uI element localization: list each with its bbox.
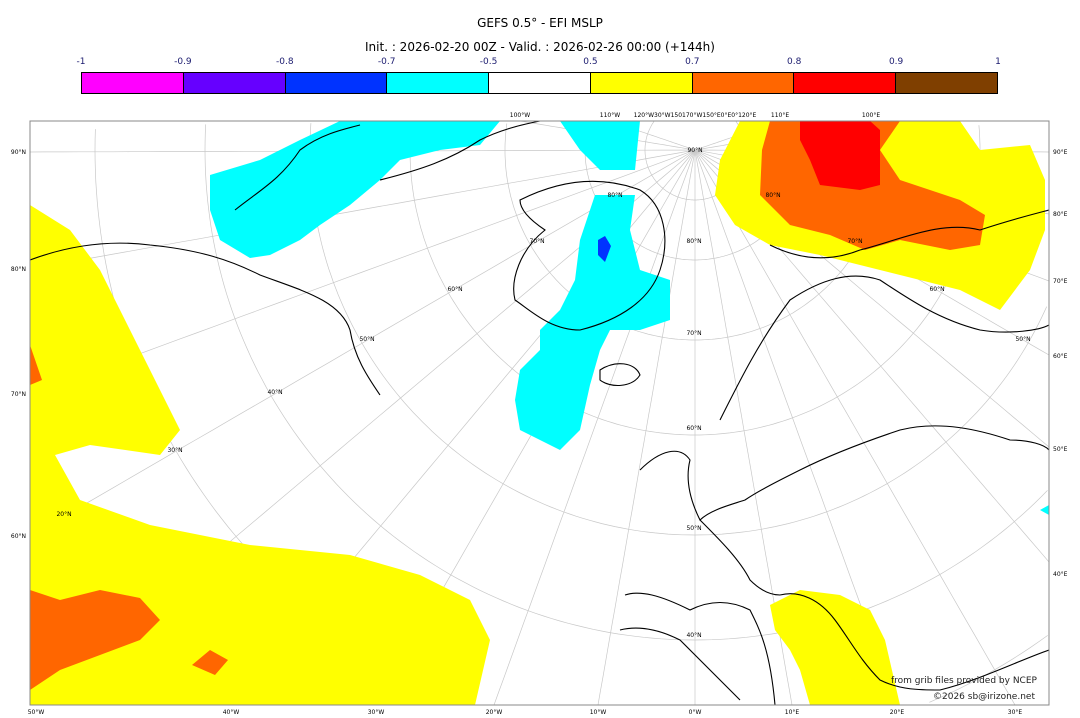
grid-label: 70°N bbox=[686, 330, 701, 337]
colorbar-swatch bbox=[692, 73, 795, 93]
copyright-credit: ©2026 sb@irizone.net bbox=[933, 692, 1035, 702]
colorbar-swatch bbox=[590, 73, 693, 93]
grid-label: 40°N bbox=[686, 632, 701, 639]
grid-label: 50°N bbox=[686, 525, 701, 532]
grid-label: 20°N bbox=[56, 511, 71, 518]
colorbar-tick-label: -0.9 bbox=[174, 57, 192, 67]
colorbar-swatch bbox=[387, 73, 490, 93]
axis-label-right: 50°E bbox=[1053, 446, 1068, 453]
colorbar bbox=[81, 72, 998, 94]
meridian-line bbox=[30, 149, 696, 537]
grid-label: 30°N bbox=[167, 447, 182, 454]
axis-label-bottom: 30°W bbox=[368, 709, 385, 716]
latitude-circle bbox=[929, 635, 1048, 703]
axis-label-top: 110°E bbox=[771, 112, 789, 119]
meridian-line bbox=[694, 149, 1016, 705]
latitude-circle bbox=[409, 125, 981, 436]
latitude-circle bbox=[309, 123, 1048, 536]
efi-shading bbox=[30, 121, 1049, 705]
colorbar-swatch bbox=[489, 73, 591, 93]
efi-cyan-greenland-iceland bbox=[515, 195, 670, 450]
axis-label-bottom: 20°W bbox=[486, 709, 503, 716]
axis-label-bottom: 50°W bbox=[28, 709, 45, 716]
colorbar-tick-label: 0.8 bbox=[787, 57, 802, 67]
efi-orange-small bbox=[192, 650, 228, 675]
colorbar-tick-label: 0.7 bbox=[685, 57, 700, 67]
axis-label-left: 90°N bbox=[11, 149, 26, 156]
efi-yellow-west bbox=[30, 205, 490, 705]
grid-label: 80°N bbox=[765, 192, 780, 199]
grid-label: 70°N bbox=[847, 238, 862, 245]
axis-label-right: 40°E bbox=[1053, 571, 1068, 578]
map-title: GEFS 0.5° - EFI MSLP bbox=[477, 16, 603, 30]
coastlines bbox=[30, 121, 1049, 705]
axis-label-left: 70°N bbox=[11, 391, 26, 398]
axis-label-right: 80°E bbox=[1053, 211, 1068, 218]
axis-label-right: 60°E bbox=[1053, 353, 1068, 360]
axis-label-bottom: 30°E bbox=[1008, 709, 1023, 716]
colorbar-swatch bbox=[896, 73, 998, 93]
efi-orange-atlantic bbox=[30, 590, 160, 690]
axis-label-bottom: 10°E bbox=[785, 709, 800, 716]
colorbar-tick-label: -1 bbox=[76, 57, 86, 67]
axis-label-bottom: 20°E bbox=[890, 709, 905, 716]
efi-red-siberia bbox=[800, 121, 880, 190]
axis-label-top: 120°W30°W150170°W150°E0°E0°120°E bbox=[634, 112, 757, 119]
efi-orange-west-edge bbox=[30, 345, 42, 385]
colorbar-tick-label: 0.9 bbox=[888, 57, 904, 67]
axis-label-left: 80°N bbox=[11, 266, 26, 273]
colorbar-swatch bbox=[183, 73, 286, 93]
efi-cyan-north bbox=[560, 121, 640, 170]
grid-label: 50°N bbox=[359, 336, 374, 343]
axis-label-bottom: 0°W bbox=[689, 709, 702, 716]
axis-label-bottom: 40°W bbox=[223, 709, 240, 716]
map-frame bbox=[29, 120, 1050, 706]
colorbar-tick-label: -0.7 bbox=[377, 57, 396, 67]
efi-cyan-east-edge bbox=[1040, 505, 1049, 515]
grid-label: 80°N bbox=[686, 238, 701, 245]
map-subtitle: Init. : 2026-02-20 00Z - Valid. : 2026-0… bbox=[365, 40, 715, 54]
grid-label: 50°N bbox=[1015, 336, 1030, 343]
colorbar-swatch bbox=[82, 73, 184, 93]
colorbar-swatch bbox=[285, 73, 388, 93]
grid-label: 40°N bbox=[267, 389, 282, 396]
efi-yellow-italy bbox=[770, 590, 900, 705]
axis-label-right: 90°E bbox=[1053, 149, 1068, 156]
axis-label-top: 100°W bbox=[510, 112, 530, 119]
meridian-line bbox=[493, 149, 696, 705]
axis-label-top: 100°E bbox=[862, 112, 880, 119]
latitude-circle bbox=[978, 125, 981, 150]
meridian-line bbox=[597, 149, 696, 705]
grid-label: 60°N bbox=[447, 286, 462, 293]
axis-label-left: 60°N bbox=[11, 533, 26, 540]
efi-blue-patch bbox=[598, 236, 611, 262]
axis-label-top: 110°W bbox=[600, 112, 620, 119]
colorbar-tick-label: 0.5 bbox=[583, 57, 598, 67]
source-credit: from grib files provided by NCEP bbox=[891, 676, 1037, 686]
axis-label-bottom: 10°W bbox=[590, 709, 607, 716]
grid-label: 60°N bbox=[929, 286, 944, 293]
colorbar-swatch bbox=[794, 73, 897, 93]
grid-label: 90°N bbox=[687, 147, 702, 154]
axis-label-right: 70°E bbox=[1053, 278, 1068, 285]
grid-label: 70°N bbox=[529, 238, 544, 245]
colorbar-tick-label: 1 bbox=[995, 57, 1001, 67]
grid-label: 80°N bbox=[607, 192, 622, 199]
meridian-line bbox=[30, 149, 696, 270]
efi-cyan-canada bbox=[210, 121, 500, 258]
colorbar-tick-label: -0.8 bbox=[275, 57, 294, 67]
colorbar-tick-label: -0.5 bbox=[479, 57, 498, 67]
grid-label: 60°N bbox=[686, 425, 701, 432]
